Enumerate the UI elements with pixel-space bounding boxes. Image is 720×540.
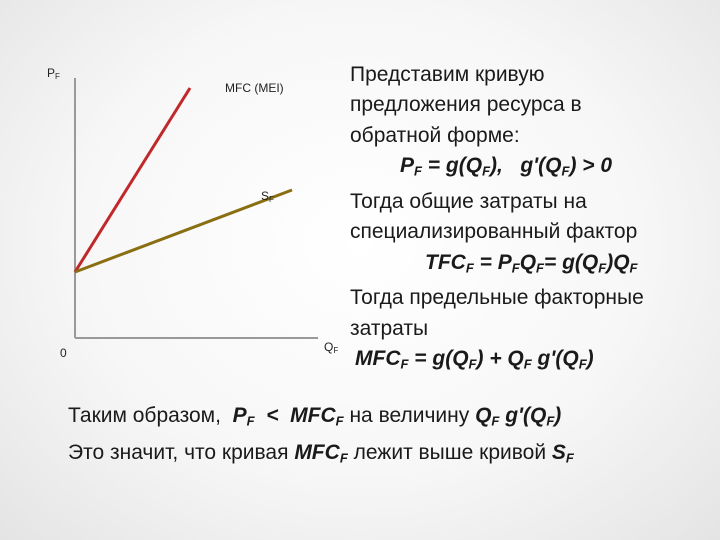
formula-run: P (400, 154, 415, 178)
text-run: S (261, 189, 270, 203)
text-run: на величину (343, 404, 476, 427)
formula-run: TFC (425, 250, 466, 274)
formula-run: ) (586, 347, 594, 371)
text-line: MFCF = g(QF) + QF g'(QF) (355, 344, 644, 380)
text-run: Представим кривую (350, 63, 545, 86)
subscript: F (465, 259, 474, 275)
subscript: F (546, 413, 555, 429)
text-run: Q (324, 340, 334, 354)
subscript: F (565, 450, 574, 466)
conclusion-line: Это значит, что кривая MFCF лежит выше к… (68, 437, 574, 474)
subscript: F (598, 259, 607, 275)
y-axis-label: PF (47, 66, 60, 81)
subscript: F (523, 356, 532, 372)
supply-label: SF (261, 189, 274, 204)
formula-run: Q (519, 250, 537, 274)
subscript: F (491, 413, 500, 429)
subscript: F (578, 356, 587, 372)
subscript: F (468, 356, 477, 372)
text-line: TFCF = PFQF= g(QF)QF (425, 248, 644, 284)
subscript: F (333, 346, 339, 355)
formula-run: )Q (606, 250, 630, 274)
text-line: специализированный фактор (350, 217, 644, 247)
formula-run: ), g'(Q (490, 154, 562, 178)
text-line: предложения ресурса в (350, 90, 644, 120)
subscript: F (511, 259, 520, 275)
subscript: F (335, 413, 344, 429)
text-line: затраты (350, 314, 644, 344)
formula-run: ) + Q (476, 347, 524, 371)
text-line: PF = g(QF), g'(QF) > 0 (400, 151, 644, 187)
text-line: Представим кривую (350, 60, 644, 90)
supply-curve (74, 188, 293, 274)
origin-label: 0 (60, 346, 67, 360)
text-run: Таким образом, (68, 404, 233, 427)
subscript: F (414, 163, 422, 179)
subscript: F (629, 259, 638, 275)
formula-run: = g(Q (543, 250, 599, 274)
formula-run: P (232, 404, 247, 427)
text-run: Тогда общие затраты на (350, 189, 587, 213)
conclusion: Таким образом, PF < MFCF на величину QF … (68, 400, 574, 475)
formula-run: S (551, 441, 566, 465)
subscript: F (482, 163, 491, 179)
subscript: F (400, 356, 409, 372)
text-run: предложения ресурса в (350, 93, 582, 117)
text-run: 0 (60, 346, 67, 360)
text-run: P (47, 66, 56, 80)
conclusion-line: Таким образом, PF < MFCF на величину QF … (68, 400, 574, 437)
subscript: F (536, 259, 544, 275)
text-run: Тогда предельные факторные (350, 286, 644, 310)
text-line: Тогда общие затраты на (350, 187, 644, 217)
text-run: лежит выше кривой (347, 441, 552, 465)
formula-run: = g(Q (421, 154, 483, 178)
formula-run: MFC (355, 347, 401, 371)
text-run: специализированный фактор (350, 220, 638, 244)
formula-run: = g(Q (408, 347, 469, 371)
formula-run: g'(Q (531, 347, 579, 371)
formula-run: = P (473, 250, 512, 274)
explanation: Представим кривую предложения ресурса в об… (350, 60, 644, 380)
text-run: Это значит, что кривая (68, 441, 295, 465)
subscript: F (339, 450, 348, 466)
text-run: затраты (350, 316, 429, 340)
subscript: F (55, 72, 60, 81)
formula-run: g'(Q (499, 404, 547, 427)
text-line: Тогда предельные факторные (350, 283, 644, 313)
mfc-label: MFC (MEI) (225, 81, 284, 95)
x-axis-label: QF (324, 340, 338, 355)
formula-run: ) (554, 404, 562, 427)
formula-run: Q (475, 404, 492, 427)
mfc-curve (73, 87, 192, 273)
subscript: F (269, 195, 274, 204)
text-run: MFC (MEI) (225, 81, 284, 95)
formula-run: MFC (294, 441, 340, 465)
text-run: обратной форме: (350, 123, 520, 147)
subscript: F (561, 163, 570, 179)
formula-run: < MFC (254, 404, 336, 427)
text-line: обратной форме: (350, 121, 644, 151)
subscript: F (246, 413, 255, 429)
formula-run: ) > 0 (569, 154, 613, 178)
